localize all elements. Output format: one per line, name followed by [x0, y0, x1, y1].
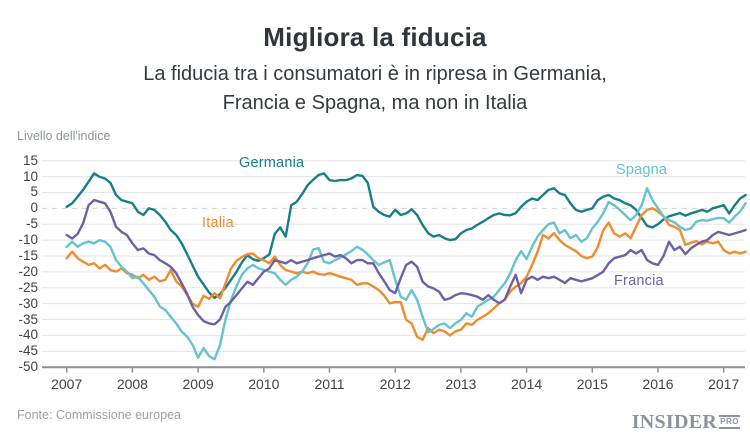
x-axis-label: 2017: [708, 376, 740, 392]
logo-pro-text: PRO: [719, 415, 740, 429]
y-axis-label: -50: [18, 359, 38, 375]
series-label-spagna: Spagna: [616, 162, 668, 178]
chart-subtitle: La fiducia tra i consumatori è in ripres…: [0, 60, 750, 118]
y-axis-label: -45: [18, 343, 38, 359]
y-axis-label: -30: [18, 295, 38, 311]
series-line-germania: [65, 172, 747, 300]
source-note: Fonte: Commissione europea: [17, 408, 181, 422]
y-axis-label: 0: [30, 200, 38, 216]
y-axis-label: 5: [30, 184, 38, 200]
x-axis-label: 2010: [248, 376, 280, 392]
series-label-francia: Francia: [614, 273, 664, 289]
x-axis-label: 2013: [445, 376, 477, 392]
y-axis-label: 15: [22, 152, 38, 168]
y-axis-label: -40: [18, 327, 38, 343]
x-axis-label: 2014: [511, 376, 543, 392]
x-axis-label: 2009: [182, 376, 214, 392]
x-axis-label: 2011: [314, 376, 345, 392]
logo-insider-text: INSIDER: [631, 410, 718, 433]
y-axis-label: -10: [18, 232, 38, 248]
x-axis-label: 2016: [642, 376, 674, 392]
subtitle-line-1: La fiducia tra i consumatori è in ripres…: [143, 63, 607, 85]
y-axis-label: -20: [18, 263, 38, 279]
insiderpro-logo: INSIDER PRO: [632, 411, 740, 433]
series-label-germania: Germania: [239, 155, 305, 171]
x-axis-label: 2012: [379, 376, 411, 392]
x-axis-label: 2015: [576, 376, 608, 392]
series-label-italia: Italia: [202, 215, 234, 231]
y-axis-unit-label: Livello dell'indice: [17, 129, 111, 143]
y-axis-label: -15: [18, 248, 38, 263]
subtitle-line-2: Francia e Spagna, ma non in Italia: [222, 92, 528, 114]
y-axis-label: -25: [18, 279, 38, 295]
y-axis-label: 10: [22, 168, 38, 184]
y-axis-label: -35: [18, 311, 38, 327]
y-axis-label: -5: [25, 216, 38, 232]
series-line-italia: [65, 207, 747, 342]
series-line-francia: [65, 198, 747, 326]
page-title: Migliora la fiducia: [263, 22, 487, 52]
x-axis-label: 2007: [51, 376, 83, 392]
x-axis-label: 2008: [116, 376, 148, 392]
series-line-spagna: [65, 187, 747, 361]
